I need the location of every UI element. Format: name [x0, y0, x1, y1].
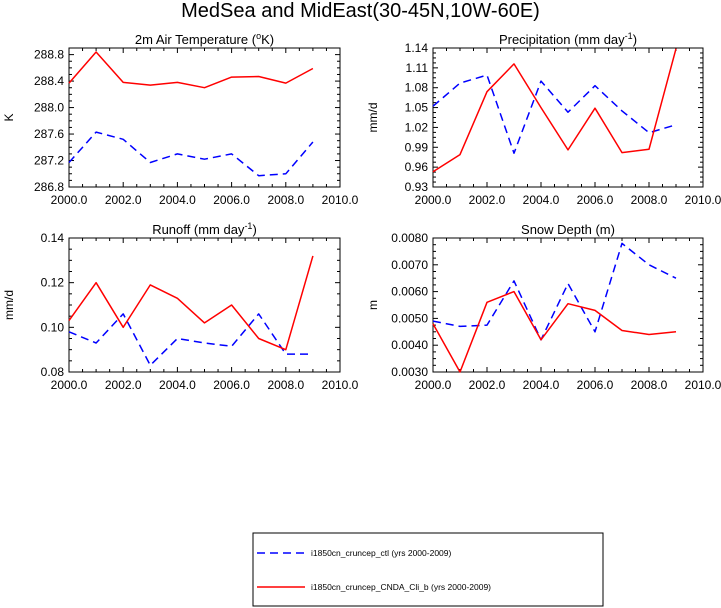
legend-box [252, 532, 604, 607]
x-tick-label: 2006.0 [577, 378, 614, 392]
x-tick-label: 2000.0 [51, 193, 88, 207]
series-line-cnda [432, 290, 677, 373]
y-tick-label: 1.11 [406, 61, 429, 75]
series-line-cnda [68, 51, 314, 89]
x-tick-label: 2008.0 [267, 378, 304, 392]
x-tick-label: 2010.0 [322, 378, 359, 392]
x-tick-label: 2006.0 [213, 193, 250, 207]
y-tick-label: 1.08 [405, 81, 429, 95]
x-tick-label: 2002.0 [469, 193, 506, 207]
y-tick-label: 0.0030 [391, 365, 428, 379]
y-tick-label: 0.14 [41, 231, 65, 245]
x-tick-label: 2008.0 [267, 193, 304, 207]
legend-label: i1850cn_cruncep_CNDA_Cli_b (yrs 2000-200… [311, 582, 491, 592]
y-tick-label: 288.0 [34, 101, 64, 115]
series-line-ctl [432, 74, 677, 154]
x-tick-label: 2008.0 [631, 193, 668, 207]
y-axis-label: K [2, 113, 16, 121]
panel-title: Snow Depth (m) [521, 222, 615, 237]
y-tick-label: 288.4 [34, 74, 64, 88]
x-tick-label: 2000.0 [415, 378, 452, 392]
x-tick-label: 2002.0 [105, 378, 142, 392]
y-tick-label: 1.14 [405, 41, 429, 55]
y-tick-label: 287.6 [34, 127, 64, 141]
y-tick-label: 0.0040 [391, 338, 428, 352]
plot-frame [68, 47, 341, 188]
panel-title-tail: ) [633, 32, 637, 47]
y-axis-label: mm/d [2, 290, 16, 320]
legend-label: i1850cn_cruncep_ctl (yrs 2000-2009) [311, 548, 452, 558]
panel-title-text: Runoff (mm day [152, 222, 245, 237]
y-tick-label: 287.2 [34, 154, 64, 168]
plot-frame [432, 47, 704, 188]
x-tick-label: 2004.0 [523, 378, 560, 392]
x-tick-label: 2006.0 [577, 193, 614, 207]
y-tick-label: 0.0050 [391, 311, 428, 325]
y-tick-label: 0.0070 [391, 258, 428, 272]
series-line-ctl [432, 242, 677, 341]
y-tick-label: 0.96 [405, 160, 429, 174]
y-axis-label: m [366, 300, 380, 310]
y-tick-label: 1.05 [405, 101, 429, 115]
x-tick-label: 2000.0 [415, 193, 452, 207]
x-tick-label: 2004.0 [159, 193, 196, 207]
x-tick-label: 2004.0 [159, 378, 196, 392]
panel-title-superscript: -1 [625, 31, 633, 41]
y-tick-label: 1.02 [405, 120, 429, 134]
panel-title-text: Precipitation (mm day [499, 32, 625, 47]
y-tick-label: 0.12 [41, 276, 65, 290]
y-tick-label: 288.8 [34, 48, 64, 62]
x-tick-label: 2010.0 [685, 378, 721, 392]
x-tick-label: 2006.0 [213, 378, 250, 392]
x-tick-label: 2008.0 [631, 378, 668, 392]
y-tick-label: 0.0080 [391, 231, 428, 245]
x-tick-label: 2000.0 [51, 378, 88, 392]
y-tick-label: 286.8 [34, 180, 64, 194]
panel-title-text: Snow Depth (m) [521, 222, 615, 237]
x-tick-label: 2010.0 [322, 193, 359, 207]
panel-title: 2m Air Temperature (oK) [135, 31, 274, 47]
y-tick-label: 0.93 [405, 180, 429, 194]
panel-title: Precipitation (mm day-1) [499, 31, 637, 47]
figure-title: MedSea and MidEast(30-45N,10W-60E) [181, 0, 540, 22]
x-tick-label: 2002.0 [469, 378, 506, 392]
panel-title-superscript: o [256, 31, 261, 41]
panel-title-tail: ) [252, 222, 256, 237]
x-tick-label: 2004.0 [523, 193, 560, 207]
series-line-ctl [68, 131, 314, 177]
panel-title-text: 2m Air Temperature ( [135, 32, 257, 47]
x-tick-label: 2002.0 [105, 193, 142, 207]
series-line-ctl [68, 313, 313, 367]
x-tick-label: 2010.0 [685, 193, 721, 207]
y-axis-label: mm/d [366, 103, 380, 133]
y-tick-label: 0.10 [41, 320, 65, 334]
y-tick-label: 0.0060 [391, 285, 428, 299]
plot-frame [432, 237, 704, 373]
panel-title-tail: K) [261, 32, 274, 47]
series-line-cnda [68, 255, 314, 351]
panel-title-superscript: -1 [244, 221, 252, 231]
series-line-cnda [432, 48, 677, 173]
y-tick-label: 0.08 [41, 365, 65, 379]
y-tick-label: 0.99 [405, 140, 429, 154]
panel-title: Runoff (mm day-1) [152, 221, 257, 237]
